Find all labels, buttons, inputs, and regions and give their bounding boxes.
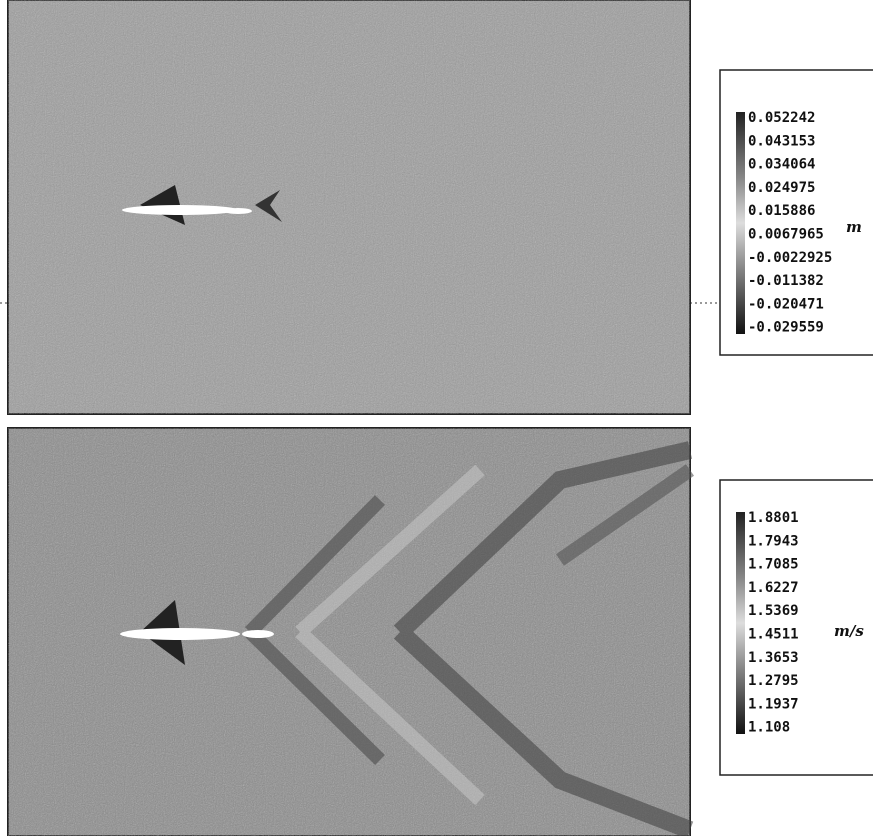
colorbar (736, 512, 745, 734)
unit-label: m (846, 218, 862, 236)
unit-label: m/s (834, 622, 864, 640)
colorbar-label: 0.0067965 (748, 227, 824, 243)
colorbar-label: 1.7943 (748, 533, 799, 549)
colorbar-label: 1.2795 (748, 673, 799, 689)
colorbar-label: 0.043153 (748, 133, 815, 149)
colorbar-label: 0.034064 (748, 157, 815, 173)
colorbar-label: -0.011382 (748, 273, 824, 289)
figure: 0.052242 0.043153 0.034064 0.024975 0.015886… (0, 0, 873, 836)
colorbar-label: 1.3653 (748, 650, 799, 666)
colorbar-label: 0.052242 (748, 110, 815, 126)
colorbar-label: 1.8801 (748, 510, 799, 526)
colorbar-label: -0.020471 (748, 296, 824, 312)
colorbar (736, 112, 745, 334)
elevation-panel (8, 0, 690, 414)
colorbar-label: 1.4511 (748, 627, 799, 643)
colorbar-label: -0.029559 (748, 320, 824, 336)
page: {"panels": [ {"unit": "m", "colorbar_lab… (0, 0, 873, 836)
colorbar-label: 1.108 (748, 720, 790, 736)
velocity-panel (8, 428, 690, 836)
colorbar-label: 1.7085 (748, 557, 799, 573)
colorbar-label: 0.024975 (748, 180, 815, 196)
colorbar-label: 1.6227 (748, 580, 799, 596)
colorbar-label: 1.1937 (748, 696, 799, 712)
colorbar-label: 1.5369 (748, 603, 799, 619)
colorbar-label: 0.015886 (748, 203, 815, 219)
colorbar-label: -0.0022925 (748, 250, 832, 266)
